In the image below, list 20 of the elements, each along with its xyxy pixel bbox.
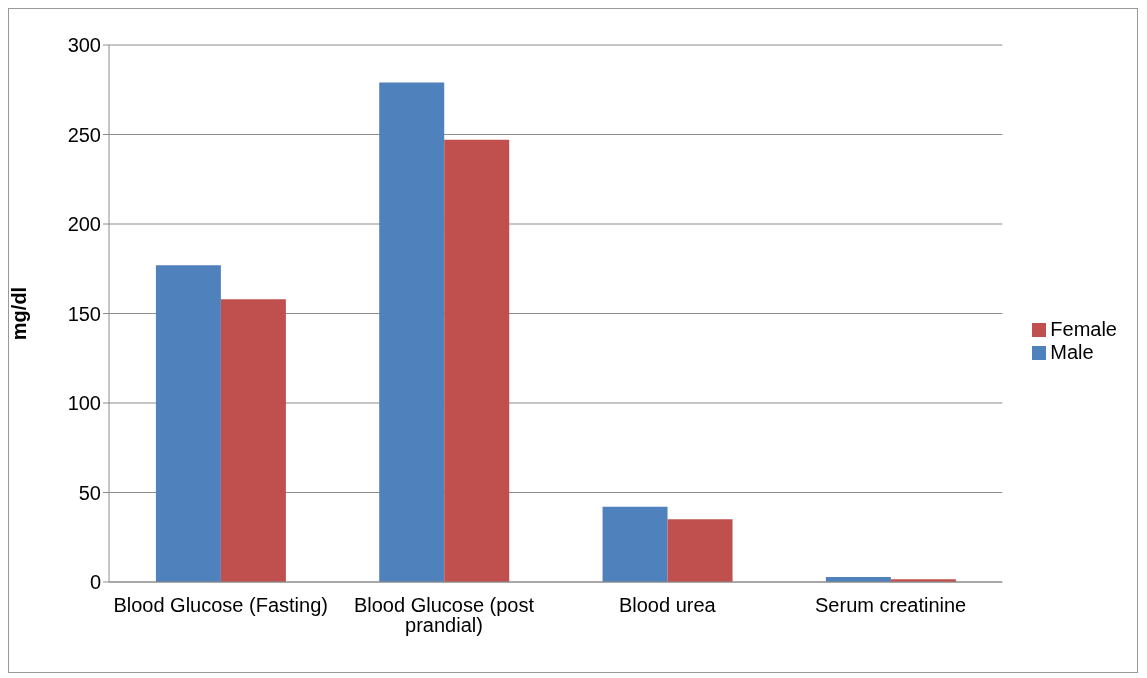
bar — [220, 299, 286, 582]
bar — [155, 265, 221, 582]
y-tick-label: 50 — [78, 481, 101, 504]
bar — [379, 82, 445, 582]
bar — [444, 139, 510, 582]
x-tick-label: Blood Glucose (post prandial) — [353, 594, 535, 637]
y-tick-label: 250 — [67, 123, 101, 146]
y-tick-label: 300 — [67, 34, 101, 57]
legend-label: Male — [1050, 340, 1094, 363]
bar — [602, 506, 668, 582]
y-tick-label: 150 — [67, 302, 101, 325]
x-tick-label: Blood urea — [618, 594, 717, 617]
x-tick-label: Serum creatinine — [815, 594, 967, 617]
y-axis-title: mg/dl — [8, 286, 31, 341]
legend-label: Female — [1050, 317, 1117, 340]
y-tick-label: 100 — [67, 392, 101, 415]
y-tick-label: 0 — [89, 571, 101, 594]
x-tick-label: Blood Glucose (Fasting) — [113, 594, 328, 617]
bar — [667, 519, 733, 582]
y-tick-label: 200 — [67, 213, 101, 236]
